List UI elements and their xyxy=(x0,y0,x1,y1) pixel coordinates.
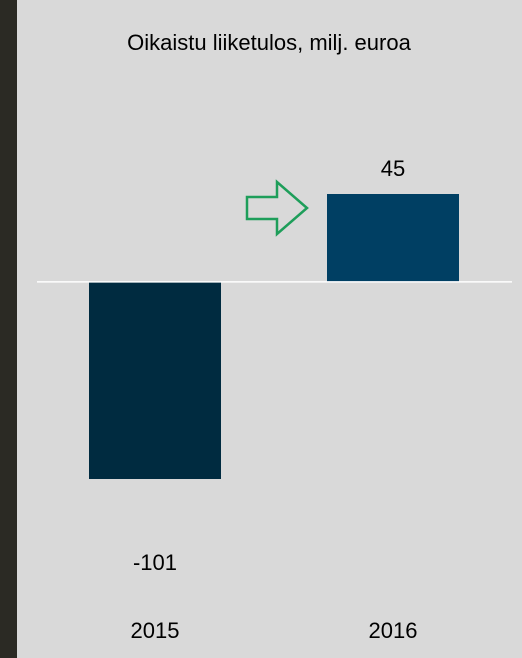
labels-layer: -101 2015 45 2016 xyxy=(131,156,418,643)
category-label-2016: 2016 xyxy=(369,618,418,643)
bar-chart: Oikaistu liiketulos, milj. euroa -101 201… xyxy=(37,30,512,643)
data-label-2016: 45 xyxy=(381,156,405,181)
bar-2016 xyxy=(327,194,459,282)
arrow-right-outline-icon xyxy=(245,179,309,237)
chart-panel: Oikaistu liiketulos, milj. euroa -101 201… xyxy=(17,0,522,658)
data-label-2015: -101 xyxy=(133,550,177,575)
bars-layer xyxy=(89,194,459,479)
bar-2015 xyxy=(89,281,221,479)
chart-title: Oikaistu liiketulos, milj. euroa xyxy=(127,30,411,55)
annotation-layer xyxy=(245,179,309,237)
category-label-2015: 2015 xyxy=(131,618,180,643)
